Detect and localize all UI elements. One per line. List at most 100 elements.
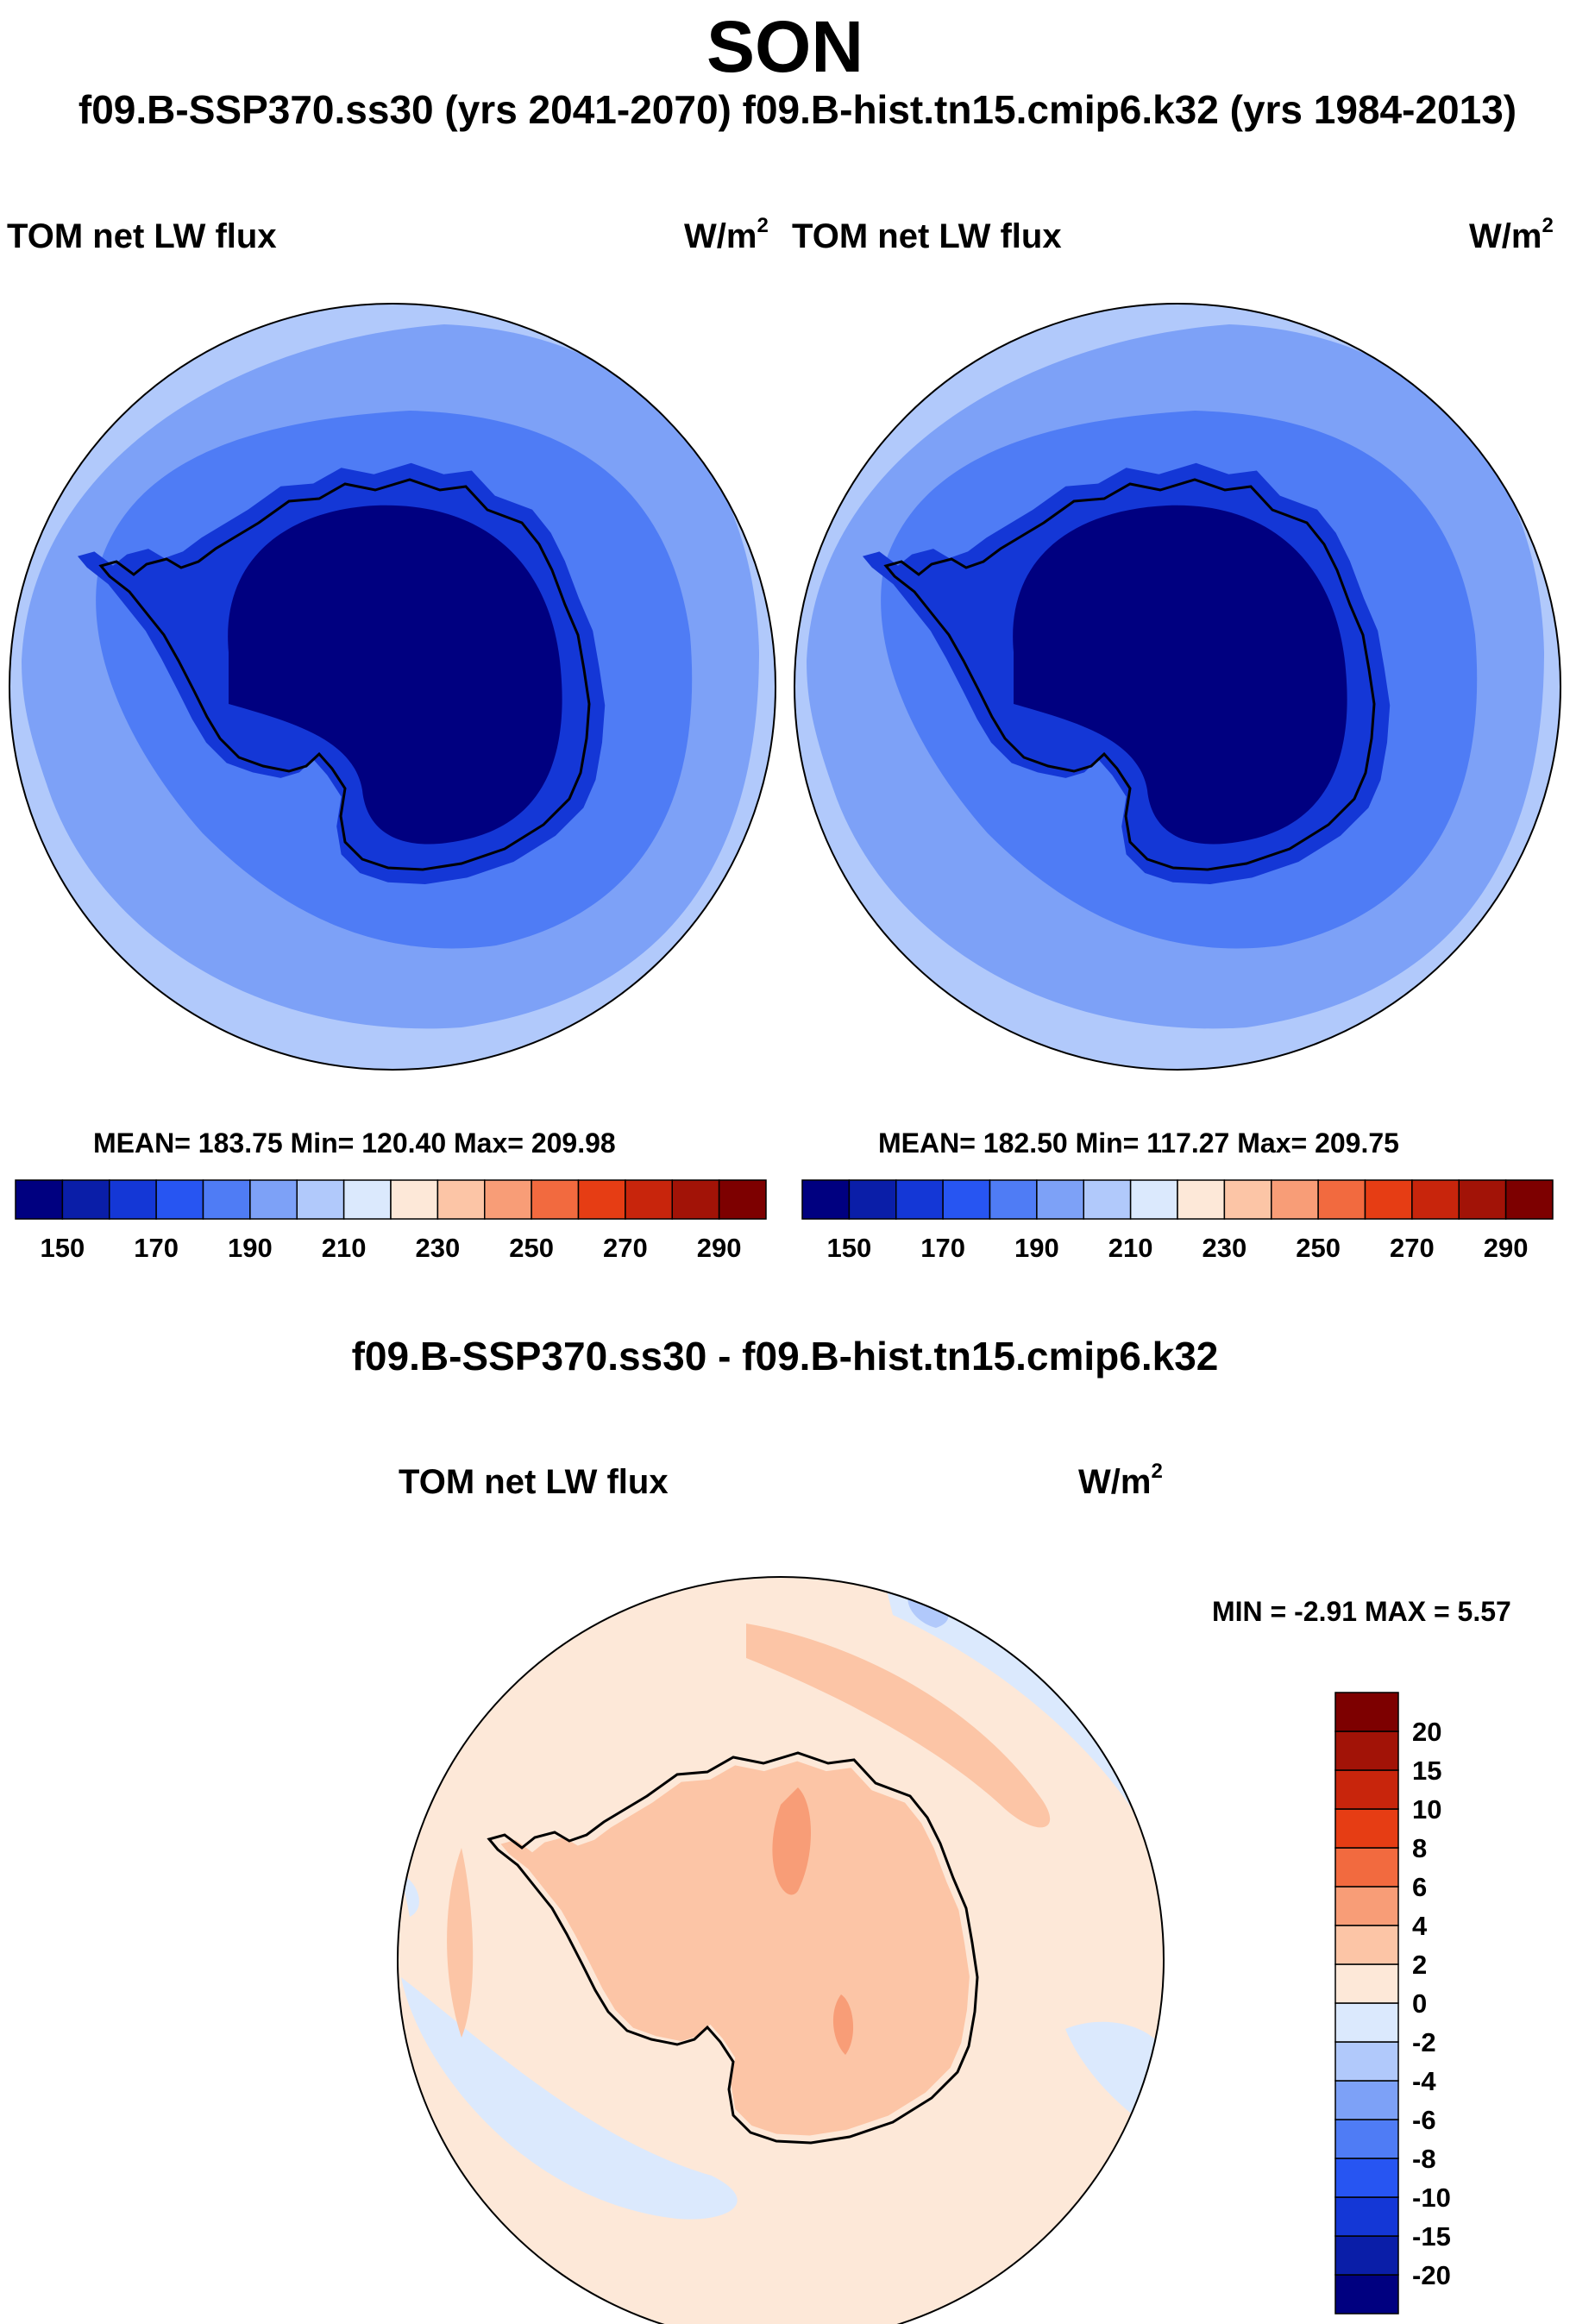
map-panel-diff [397,1576,1165,2324]
colorbar-tick-label: 270 [603,1233,648,1263]
colorbar-swatch [1334,1963,1399,2004]
colorbar-swatch [1334,2080,1399,2120]
colorbar-swatch [1334,1847,1399,1887]
colorbar-swatch [1334,2041,1399,2082]
colorbar-swatch [390,1179,439,1220]
colorbar-swatch [625,1179,673,1220]
colorbar-swatch [1334,1925,1399,1965]
colorbar-swatch [1334,1808,1399,1849]
colorbar-tick-label: 20 [1412,1717,1441,1747]
diff-variable: TOM net LW flux [399,1463,669,1501]
field-positive-band [746,1624,1051,1828]
difference-title: f09.B-SSP370.ss30 - f09.B-hist.tn15.cmip… [351,1334,1219,1379]
colorbar-swatch [718,1179,767,1220]
colorbar-swatch [1504,1179,1554,1220]
colorbar-swatch [895,1179,944,1220]
map-field [794,304,1560,1070]
colorbar-swatch [1334,2274,1399,2315]
colorbar-swatch [109,1179,157,1220]
colorbar-swatch [801,1179,851,1220]
figure-title: SON [706,6,864,87]
colorbar-tick-label: 0 [1412,1988,1427,2019]
colorbar-swatch [155,1179,204,1220]
colorbar-swatch [1458,1179,1507,1220]
colorbar-swatch [577,1179,626,1220]
colorbar-swatch [249,1179,298,1220]
colorbar-swatch [1334,2196,1399,2237]
colorbar-swatch [1334,1692,1399,1732]
colorbar-tick-label: 230 [416,1233,461,1263]
panel2-units: W/m2 [1469,214,1554,255]
colorbar-tick-label: 250 [1296,1233,1341,1263]
map-panel-2 [794,303,1561,1071]
colorbar-tick-label: 150 [41,1233,85,1263]
colorbar-tick-label: 150 [827,1233,872,1263]
colorbar-tick-label: 290 [1484,1233,1529,1263]
colorbar-tick-label: 210 [322,1233,367,1263]
field-positive-band [447,1848,474,2038]
panel2-variable: TOM net LW flux [792,217,1062,255]
colorbar-swatch [1334,1730,1399,1771]
map-panel-1 [9,303,776,1071]
panel1-variable: TOM net LW flux [7,217,277,255]
field-interior-ice [1013,505,1347,845]
colorbar-tick-label: -20 [1412,2260,1451,2290]
colorbar-swatch [1223,1179,1272,1220]
colorbar-swatch [1334,2002,1399,2043]
diff-units: W/m2 [1078,1460,1163,1501]
colorbar-tick-label: -6 [1412,2105,1436,2135]
field-negative-patch [401,1977,738,2220]
colorbar-swatch [202,1179,251,1220]
colorbar-tick-label: 250 [509,1233,554,1263]
colorbar-tick-label: 210 [1108,1233,1153,1263]
colorbar-tick-label: 8 [1412,1833,1427,1863]
colorbar-tick-label: 2 [1412,1950,1427,1980]
colorbar-tick-label: 170 [920,1233,965,1263]
colorbar-swatch [1411,1179,1460,1220]
colorbar-swatch [484,1179,532,1220]
colorbar-swatch [1271,1179,1319,1220]
map-border [397,1576,1165,2324]
colorbar-tick-label: 230 [1203,1233,1247,1263]
colorbar-swatch [1334,2235,1399,2276]
colorbar-swatch [848,1179,897,1220]
colorbar-swatch [1334,2158,1399,2198]
colorbar-swatch [942,1179,991,1220]
colorbar-swatch [1083,1179,1132,1220]
colorbar-swatch [1317,1179,1366,1220]
colorbar-tick-label: -10 [1412,2183,1451,2213]
colorbar-swatch [1036,1179,1084,1220]
colorbar-swatch [1177,1179,1226,1220]
colorbar-tick-label: 10 [1412,1794,1441,1825]
colorbar-tick-label: 290 [697,1233,742,1263]
colorbar-tick-label: -15 [1412,2221,1451,2252]
colorbar-tick-label: -4 [1412,2066,1436,2096]
colorbar-tick-label: 170 [134,1233,179,1263]
colorbar-swatch [1334,2119,1399,2159]
colorbar-swatch [15,1179,64,1220]
colorbar-swatch [61,1179,110,1220]
field-interior-maximum [832,1994,854,2055]
map-border [794,303,1561,1071]
colorbar-panel-1: 150 170 190 210 230 250 270 290 [15,1179,767,1263]
colorbar-tick-label: 270 [1390,1233,1435,1263]
map-field [9,304,776,1070]
panel1-stats: MEAN= 183.75 Min= 120.40 Max= 209.98 [93,1127,616,1159]
field-interior-maximum [772,1787,811,1895]
colorbar-swatch [296,1179,345,1220]
colorbar-swatch [531,1179,580,1220]
colorbar-tick-label: 190 [228,1233,273,1263]
colorbar-swatch [342,1179,392,1220]
map-border [9,303,776,1071]
colorbar-swatch [989,1179,1038,1220]
panel2-stats: MEAN= 182.50 Min= 117.27 Max= 209.75 [878,1127,1399,1159]
field-interior-ice [228,505,562,845]
colorbar-tick-label: 190 [1014,1233,1059,1263]
colorbar-tick-label: -2 [1412,2027,1436,2057]
colorbar-tick-label: -8 [1412,2144,1436,2174]
colorbar-tick-label: 4 [1412,1911,1428,1941]
colorbar-panel-2: 150 170 190 210 230 250 270 290 [801,1179,1554,1263]
colorbar-swatch [1129,1179,1178,1220]
